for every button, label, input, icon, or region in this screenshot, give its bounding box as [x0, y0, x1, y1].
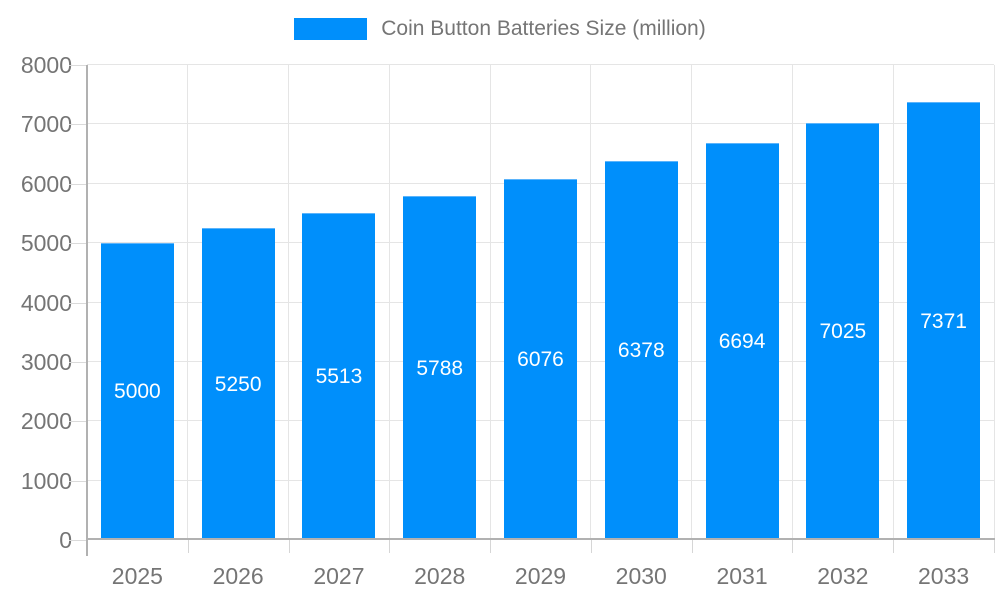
gridline-v	[791, 65, 793, 540]
x-axis-tick	[389, 540, 391, 553]
y-axis-label: 0	[59, 527, 72, 553]
x-axis-label: 2029	[514, 563, 567, 589]
gridline-h	[87, 64, 994, 65]
y-axis-label: 5000	[20, 230, 72, 257]
x-axis-label: 2032	[817, 563, 869, 589]
y-axis-tick	[69, 243, 87, 245]
y-axis-label: 1000	[20, 467, 72, 494]
x-axis-tick	[590, 540, 592, 553]
gridline-v	[691, 65, 693, 540]
y-axis-label: 8000	[20, 52, 72, 78]
y-axis-tick	[69, 540, 87, 541]
y-axis-tick	[69, 302, 87, 304]
x-axis-tick	[691, 540, 693, 553]
x-axis-label: 2033	[918, 563, 970, 589]
bar-value-label: 6378	[617, 339, 665, 363]
bar: 6694	[705, 142, 779, 540]
gridline-v	[993, 65, 995, 540]
bar-value-label: 5788	[416, 356, 464, 380]
bar-value-label: 6694	[718, 329, 766, 353]
bar: 5788	[403, 196, 477, 540]
x-axis-label: 2031	[716, 563, 768, 589]
bar-value-label: 5250	[214, 372, 262, 396]
bar-value-label: 7025	[819, 319, 867, 343]
gridline-v	[489, 65, 491, 540]
gridline-v	[590, 65, 592, 540]
x-axis-tick	[490, 540, 492, 553]
y-axis-label: 6000	[20, 170, 72, 197]
plot-area: 5000 5250 5513 5788 6076 6378 6694 7025 7371	[87, 64, 995, 540]
bar: 5000	[100, 243, 174, 540]
x-axis-label: 2030	[615, 563, 667, 589]
bar-value-label: 5513	[315, 364, 363, 388]
bar-value-label: 6076	[517, 348, 564, 372]
y-axis-tick	[69, 65, 87, 66]
gridline-v	[288, 65, 290, 540]
y-axis-tick	[69, 124, 87, 126]
x-axis-label: 2025	[111, 563, 163, 589]
gridline-v	[388, 65, 390, 540]
x-axis-label: 2027	[313, 563, 365, 589]
bar: 7371	[907, 102, 981, 540]
y-axis-tick	[69, 361, 87, 363]
bar-value-label: 5000	[114, 380, 161, 404]
legend-swatch-icon	[294, 18, 368, 40]
y-axis-line	[86, 65, 88, 556]
x-axis-label: 2028	[414, 563, 466, 589]
gridline-v	[187, 65, 189, 540]
gridline-h	[87, 123, 994, 125]
legend-label: Coin Button Batteries Size (million)	[381, 17, 706, 40]
x-axis-label: 2026	[212, 563, 264, 589]
x-axis-line	[86, 538, 995, 540]
gridline-v	[892, 65, 894, 540]
y-axis-tick	[69, 183, 87, 185]
x-axis-tick	[792, 540, 794, 553]
x-axis-tick	[187, 540, 189, 553]
bar: 5250	[201, 228, 275, 540]
bar-value-label: 7371	[920, 309, 967, 333]
x-axis-tick	[288, 540, 290, 553]
chart-legend[interactable]: Coin Button Batteries Size (million)	[0, 17, 1000, 41]
bar: 5513	[302, 212, 376, 540]
bar: 6076	[504, 179, 577, 540]
y-axis-label: 4000	[20, 289, 72, 316]
x-axis-tick	[994, 540, 995, 553]
bar: 7025	[806, 122, 880, 540]
y-axis-label: 2000	[20, 408, 72, 435]
y-axis-label: 3000	[20, 348, 72, 375]
x-axis-tick	[893, 540, 895, 553]
y-axis-tick	[69, 421, 87, 423]
y-axis-tick	[69, 480, 87, 482]
bar: 6378	[604, 161, 678, 540]
y-axis-label: 7000	[20, 111, 72, 138]
